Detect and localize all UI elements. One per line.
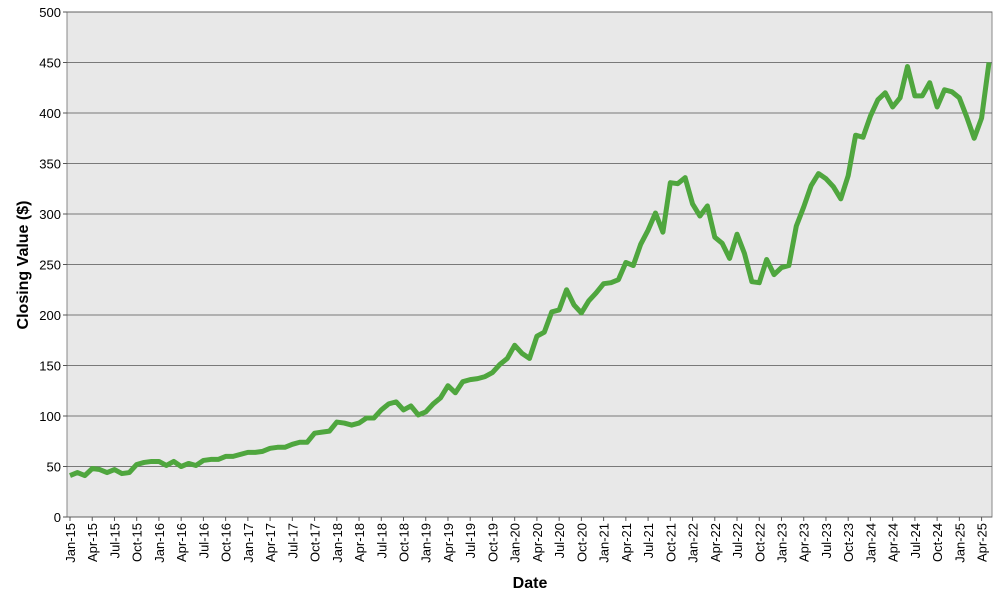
y-tick-label: 300 [39, 207, 61, 222]
x-tick-label: Jan-17 [241, 523, 256, 563]
x-tick-label: Apr-21 [619, 523, 634, 562]
labels: 0 50 100 150 200 250 300 350 400 450 500 Jan-15 Apr-… [39, 5, 989, 563]
x-tick-label: Jan-18 [330, 523, 345, 563]
y-tick-label: 200 [39, 308, 61, 323]
y-tick-label: 0 [54, 510, 61, 525]
x-tick-label: Jan-19 [419, 523, 434, 563]
y-tick-label: 400 [39, 106, 61, 121]
x-tick-label: Apr-15 [85, 523, 100, 562]
x-tick-label: Jan-15 [63, 523, 78, 563]
x-tick-label: Apr-25 [975, 523, 990, 562]
x-tick-label: Oct-19 [485, 523, 500, 562]
x-tick-label: Oct-24 [930, 523, 945, 562]
x-tick-label: Jan-21 [597, 523, 612, 563]
y-tick-label: 450 [39, 56, 61, 71]
x-axis-title: Date [513, 575, 548, 592]
x-tick-label: Jan-20 [508, 523, 523, 563]
x-tick-label: Jul-16 [196, 523, 211, 558]
x-tick-label: Apr-24 [886, 523, 901, 562]
x-tick-label: Oct-23 [841, 523, 856, 562]
x-tick-label: Oct-16 [219, 523, 234, 562]
x-tick-label: Jul-18 [374, 523, 389, 558]
y-tick-label: 250 [39, 258, 61, 273]
grid [63, 11, 992, 521]
x-tick-label: Oct-15 [130, 523, 145, 562]
x-tick-label: Jan-25 [952, 523, 967, 563]
x-tick-label: Oct-20 [574, 523, 589, 562]
y-tick-label: 150 [39, 359, 61, 374]
y-tick-label: 50 [47, 460, 61, 475]
x-tick-label: Jan-16 [152, 523, 167, 563]
x-tick-label: Apr-20 [530, 523, 545, 562]
x-tick-label: Jan-22 [686, 523, 701, 563]
x-tick-label: Apr-18 [352, 523, 367, 562]
x-tick-label: Oct-22 [752, 523, 767, 562]
marks [69, 62, 992, 479]
x-tick-label: Jul-15 [107, 523, 122, 558]
y-tick-label: 350 [39, 157, 61, 172]
x-tick-label: Apr-17 [263, 523, 278, 562]
x-tick-label: Jul-19 [463, 523, 478, 558]
x-tick-label: Jul-24 [908, 523, 923, 558]
x-tick-label: Oct-18 [397, 523, 412, 562]
y-tick-label: 100 [39, 409, 61, 424]
x-tick-label: Jul-23 [819, 523, 834, 558]
x-tick-label: Oct-21 [663, 523, 678, 562]
x-tick-label: Oct-17 [308, 523, 323, 562]
x-tick-label: Jul-22 [730, 523, 745, 558]
x-tick-label: Apr-22 [708, 523, 723, 562]
x-tick-label: Jul-17 [285, 523, 300, 558]
x-tick-label: Apr-16 [174, 523, 189, 562]
x-tick-label: Jan-24 [863, 523, 878, 563]
y-axis-title: Closing Value ($) [15, 201, 32, 330]
x-tick-label: Jul-20 [552, 523, 567, 558]
x-tick-label: Apr-23 [797, 523, 812, 562]
x-tick-label: Jul-21 [641, 523, 656, 558]
x-tick-label: Apr-19 [441, 523, 456, 562]
x-tick-label: Jan-23 [774, 523, 789, 563]
y-tick-label: 500 [39, 5, 61, 20]
line-series [69, 62, 992, 479]
